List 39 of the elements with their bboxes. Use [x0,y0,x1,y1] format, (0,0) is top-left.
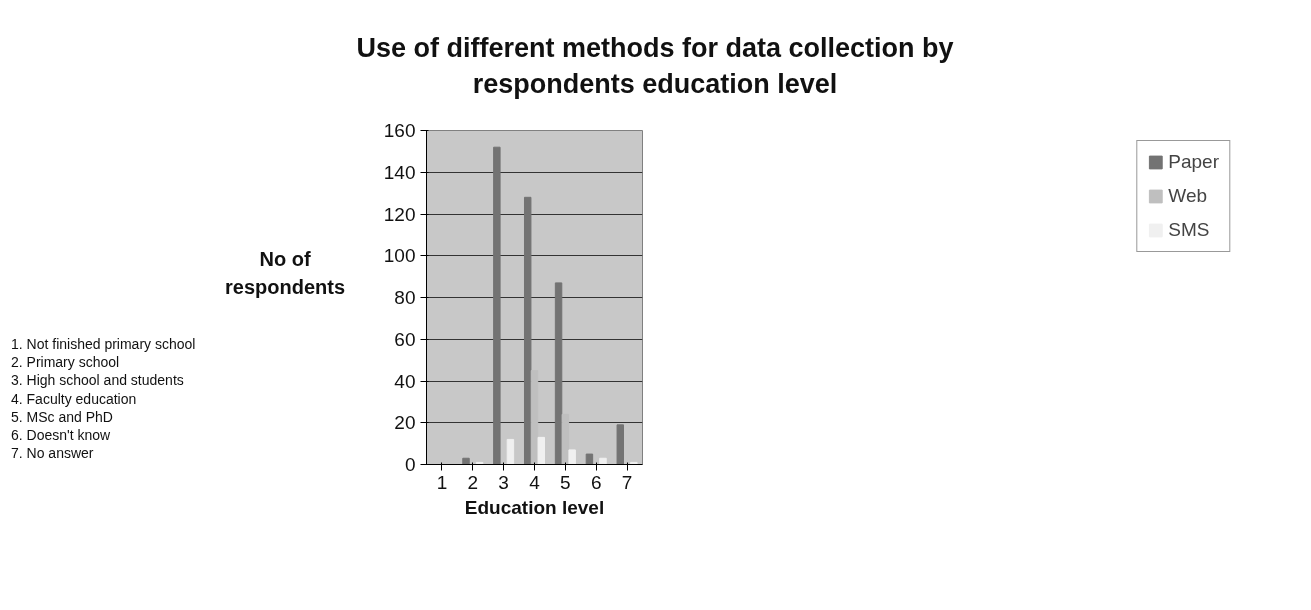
y-tick-label: 0 [404,454,416,475]
y-tick-label: 160 [383,120,416,141]
bar [523,196,532,465]
x-tick-label: 2 [467,471,479,493]
x-tick-label: 4 [529,471,541,493]
y-tick-label: 140 [383,161,416,183]
text: 3. High school and students [11,372,184,389]
bar [585,453,594,465]
bar [616,424,625,465]
legend-label: SMS [1168,219,1210,241]
bar [599,457,607,465]
y-tick-label: 120 [383,203,416,225]
bar [493,146,501,465]
text: 1. Not finished primary school [11,336,196,352]
bar [537,436,546,465]
text: 6. Doesn't know [11,426,111,443]
text: 5. MSc and PhD [11,408,113,425]
bar [568,449,576,465]
y-tick-label: 40 [394,370,416,392]
text: 7. No answer [11,445,94,462]
bar [462,457,470,465]
y-tick-label: 80 [394,287,416,308]
y-tick-label: 20 [394,412,416,434]
x-tick-label: 6 [590,471,602,493]
bar [506,438,515,465]
chart-title: Use of different methods for data collection by respondents education level [355,32,955,102]
text: 2. Primary school [11,354,120,371]
x-tick-label: 3 [498,471,509,493]
x-tick-label: 7 [621,471,633,493]
x-tick-label: 5 [560,471,571,493]
legend-label: Web [1168,185,1208,207]
x-axis-title: Education level [464,496,605,518]
x-tick-label: 1 [436,471,448,493]
legend-label: Paper [1168,151,1219,173]
bar [554,282,563,465]
y-axis-title: No of respondents [224,247,346,300]
text: 4. Faculty education [11,390,137,407]
y-tick-label: 100 [383,245,416,267]
y-tick-label: 60 [394,328,416,350]
